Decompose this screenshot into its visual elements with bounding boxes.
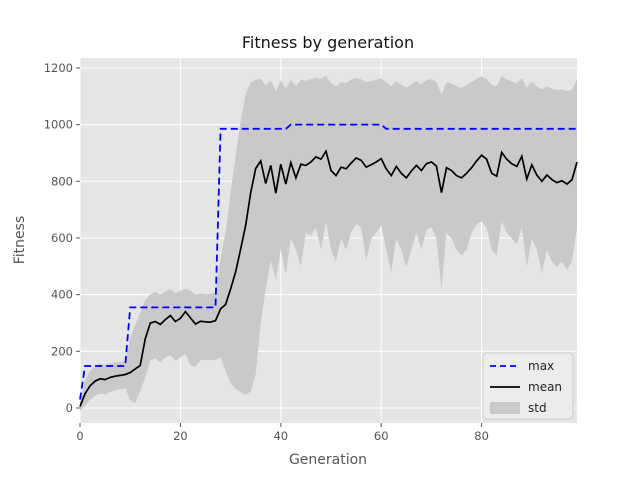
- std-band: [80, 75, 577, 411]
- y-tick-label: 200: [51, 344, 73, 358]
- y-tick-label: 1000: [44, 118, 73, 132]
- axis-ticks: [76, 67, 483, 427]
- legend-std-patch: [490, 402, 520, 414]
- y-tick-label: 0: [66, 401, 73, 415]
- legend-label-max: max: [528, 359, 554, 373]
- y-tick-label: 600: [51, 231, 73, 245]
- x-tick-label: 0: [76, 429, 83, 443]
- line-layer: [79, 123, 578, 407]
- x-tick-label: 80: [474, 429, 489, 443]
- y-tick-label: 800: [51, 174, 73, 188]
- x-tick-label: 40: [273, 429, 288, 443]
- x-axis-label: Generation: [289, 452, 367, 468]
- x-tick-label: 20: [173, 429, 188, 443]
- std-band-layer: [80, 75, 577, 411]
- y-tick-label: 400: [51, 288, 73, 302]
- x-tick-label: 60: [374, 429, 389, 443]
- y-axis-label: Fitness: [12, 216, 28, 265]
- chart-title: Fitness by generation: [242, 33, 414, 52]
- mean-line: [79, 149, 578, 407]
- legend: max mean std: [482, 352, 574, 420]
- legend-label-mean: mean: [528, 380, 562, 394]
- y-tick-label: 1200: [44, 61, 73, 75]
- legend-label-std: std: [528, 401, 547, 415]
- max-line: [79, 123, 577, 400]
